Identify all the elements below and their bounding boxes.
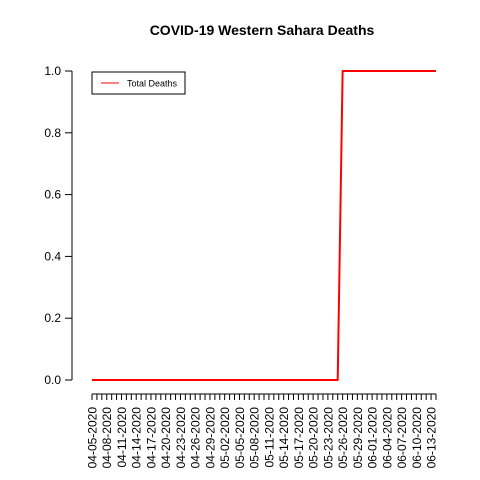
x-tick-label: 05-23-2020	[321, 407, 335, 469]
chart-title: COVID-19 Western Sahara Deaths	[150, 22, 375, 38]
y-tick-label: 0.8	[44, 126, 61, 140]
x-tick-label: 05-20-2020	[307, 407, 321, 469]
x-tick-label: 04-26-2020	[189, 407, 203, 469]
x-tick-label: 06-07-2020	[395, 407, 409, 469]
x-tick-label: 04-29-2020	[203, 407, 217, 469]
x-tick-label: 06-04-2020	[380, 407, 394, 469]
y-tick-label: 0.4	[44, 249, 61, 263]
y-axis: 0.0 0.2 0.4 0.6 0.8 1.0	[44, 64, 73, 387]
series-line-total-deaths	[92, 70, 436, 381]
x-tick-label: 05-08-2020	[248, 407, 262, 469]
x-tick-label: 04-05-2020	[86, 407, 100, 469]
x-tick-label: 05-29-2020	[351, 407, 365, 469]
legend-box	[91, 71, 186, 95]
y-tick-label: 0.6	[44, 188, 61, 202]
x-tick-label: 04-17-2020	[144, 407, 158, 469]
x-tick-label: 04-08-2020	[100, 407, 114, 469]
y-tick-label: 0.2	[44, 311, 61, 325]
x-tick-label: 05-05-2020	[233, 407, 247, 469]
x-tick-label: 05-26-2020	[336, 407, 350, 469]
x-tick-label: 05-14-2020	[277, 407, 291, 469]
y-tick-label: 1.0	[44, 64, 61, 78]
x-axis: 04-05-2020 04-08-2020 04-11-2020 04-14-2020…	[86, 393, 439, 469]
x-tick-label: 05-02-2020	[218, 407, 232, 469]
x-tick-label: 04-23-2020	[174, 407, 188, 469]
x-tick-label: 05-17-2020	[292, 407, 306, 469]
legend-label: Total Deaths	[127, 79, 178, 89]
y-tick-label: 0.0	[44, 373, 61, 387]
x-tick-label: 04-14-2020	[130, 407, 144, 469]
x-tick-label: 06-13-2020	[425, 407, 439, 469]
x-tick-label: 06-01-2020	[366, 407, 380, 469]
legend: Total Deaths	[91, 71, 186, 95]
x-tick-label: 05-11-2020	[262, 407, 276, 468]
x-tick-label: 04-20-2020	[159, 407, 173, 469]
plot-area	[92, 70, 436, 381]
x-tick-label: 06-10-2020	[410, 407, 424, 469]
x-tick-label: 04-11-2020	[115, 407, 129, 468]
